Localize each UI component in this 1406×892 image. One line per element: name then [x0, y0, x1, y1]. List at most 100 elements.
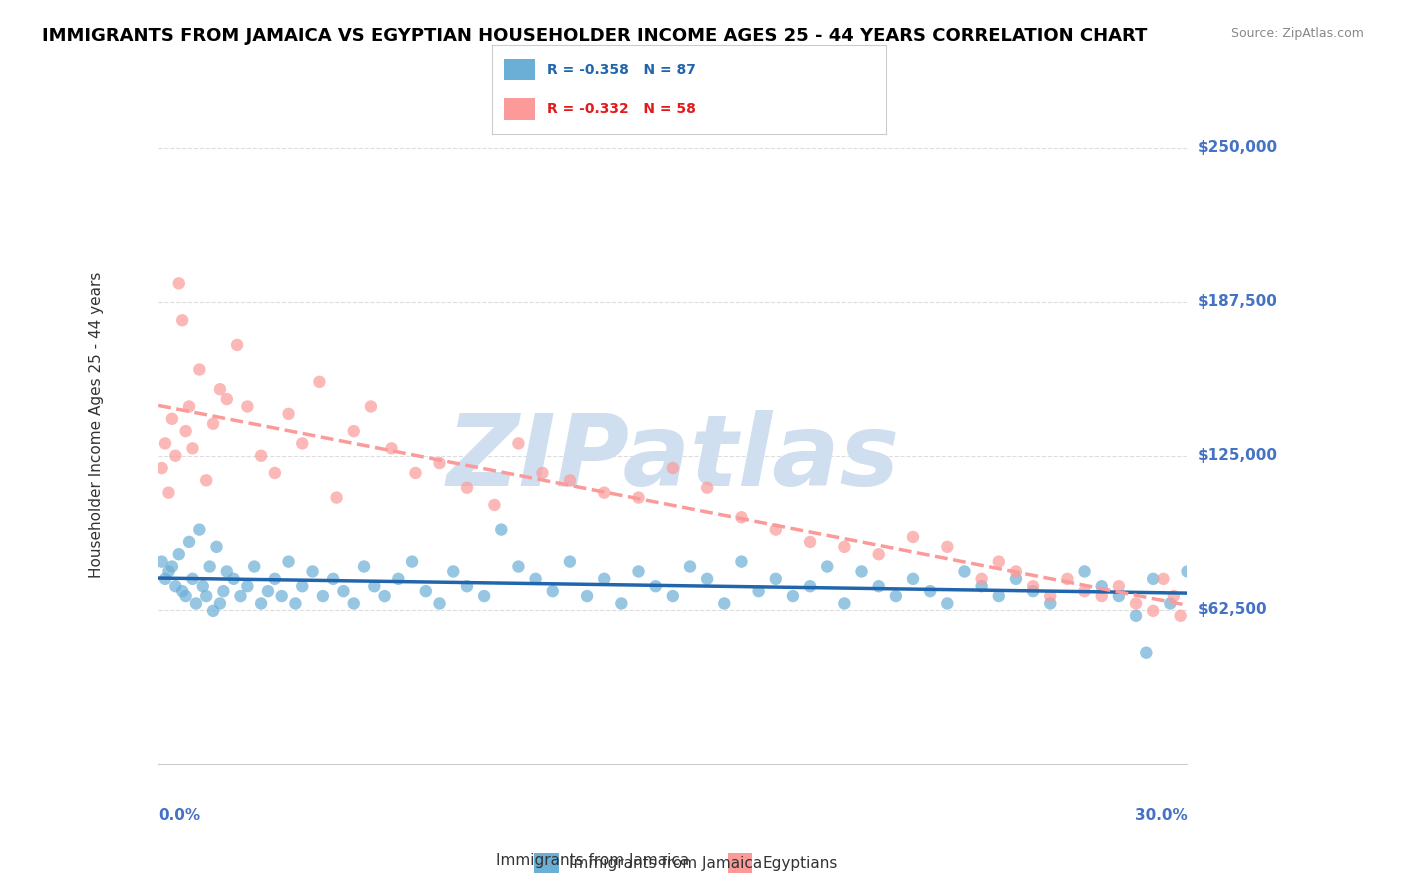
Point — [1073, 584, 1095, 599]
Point — [987, 555, 1010, 569]
Point — [243, 559, 266, 574]
Point — [851, 565, 873, 579]
Point — [1022, 579, 1045, 593]
Point — [834, 597, 856, 611]
Point — [799, 579, 821, 593]
Point — [1056, 572, 1078, 586]
Point — [174, 424, 197, 438]
Text: $250,000: $250,000 — [1198, 140, 1278, 155]
Point — [748, 584, 770, 599]
Point — [1108, 589, 1130, 603]
Point — [1039, 589, 1062, 603]
Point — [1159, 597, 1181, 611]
Point — [1108, 579, 1130, 593]
Text: $125,000: $125,000 — [1198, 448, 1278, 463]
Point — [236, 579, 259, 593]
Point — [901, 572, 924, 586]
Point — [472, 589, 495, 603]
Point — [222, 572, 245, 586]
Point — [215, 565, 238, 579]
Point — [291, 436, 314, 450]
Point — [195, 589, 218, 603]
Point — [970, 579, 993, 593]
Point — [953, 565, 976, 579]
Point — [1177, 565, 1199, 579]
Point — [353, 559, 375, 574]
FancyBboxPatch shape — [534, 853, 560, 873]
Point — [1039, 597, 1062, 611]
Point — [484, 498, 506, 512]
Point — [332, 584, 354, 599]
Point — [236, 400, 259, 414]
Point — [157, 485, 180, 500]
Point — [541, 584, 564, 599]
Point — [713, 597, 735, 611]
Point — [1091, 579, 1114, 593]
Point — [308, 375, 330, 389]
Point — [730, 555, 752, 569]
Point — [177, 535, 200, 549]
Point — [250, 449, 273, 463]
Point — [215, 392, 238, 406]
Point — [456, 481, 478, 495]
Point — [1022, 584, 1045, 599]
Text: IMMIGRANTS FROM JAMAICA VS EGYPTIAN HOUSEHOLDER INCOME AGES 25 - 44 YEARS CORREL: IMMIGRANTS FROM JAMAICA VS EGYPTIAN HOUS… — [42, 27, 1147, 45]
Point — [153, 572, 176, 586]
Point — [576, 589, 599, 603]
Point — [884, 589, 907, 603]
Point — [195, 474, 218, 488]
Point — [160, 411, 183, 425]
Point — [284, 597, 307, 611]
Point — [1091, 589, 1114, 603]
Point — [212, 584, 235, 599]
Point — [936, 540, 959, 554]
Point — [1125, 608, 1147, 623]
Point — [343, 424, 366, 438]
Point — [558, 474, 581, 488]
Point — [172, 584, 194, 599]
Point — [380, 442, 402, 456]
Point — [524, 572, 547, 586]
Point — [662, 589, 685, 603]
Point — [188, 362, 211, 376]
Text: Immigrants from Jamaica: Immigrants from Jamaica — [569, 855, 762, 871]
Point — [868, 579, 890, 593]
Point — [1005, 565, 1028, 579]
Point — [202, 417, 225, 431]
Point — [177, 400, 200, 414]
Point — [191, 579, 214, 593]
Point — [312, 589, 335, 603]
Point — [491, 523, 513, 537]
Point — [429, 456, 451, 470]
Point — [696, 572, 718, 586]
FancyBboxPatch shape — [728, 853, 752, 873]
Point — [593, 572, 616, 586]
Point — [834, 540, 856, 554]
Point — [150, 555, 173, 569]
Point — [508, 559, 530, 574]
Point — [263, 572, 285, 586]
Point — [1135, 646, 1157, 660]
Point — [181, 572, 204, 586]
Point — [901, 530, 924, 544]
Point — [374, 589, 396, 603]
Point — [202, 604, 225, 618]
Point — [270, 589, 292, 603]
Text: 0.0%: 0.0% — [159, 808, 200, 822]
Text: Householder Income Ages 25 - 44 years: Householder Income Ages 25 - 44 years — [89, 272, 104, 578]
Text: 30.0%: 30.0% — [1135, 808, 1188, 822]
Point — [160, 559, 183, 574]
Point — [167, 277, 190, 291]
Point — [257, 584, 280, 599]
Point — [172, 313, 194, 327]
Point — [593, 485, 616, 500]
Text: $187,500: $187,500 — [1198, 294, 1278, 310]
Point — [153, 436, 176, 450]
Point — [322, 572, 344, 586]
Point — [277, 555, 299, 569]
Point — [987, 589, 1010, 603]
Point — [226, 338, 249, 352]
Point — [157, 565, 180, 579]
Point — [730, 510, 752, 524]
Text: $62,500: $62,500 — [1198, 602, 1267, 617]
